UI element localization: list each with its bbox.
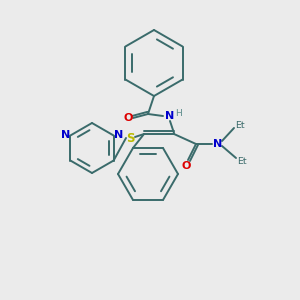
Text: O: O bbox=[123, 113, 133, 123]
Text: N: N bbox=[213, 139, 223, 149]
Text: N: N bbox=[165, 111, 175, 121]
Text: S: S bbox=[126, 131, 134, 145]
Text: N: N bbox=[61, 130, 70, 140]
Text: H: H bbox=[175, 109, 182, 118]
Text: Et: Et bbox=[235, 121, 245, 130]
Text: Et: Et bbox=[237, 157, 247, 166]
Text: N: N bbox=[114, 130, 123, 140]
Text: O: O bbox=[181, 161, 191, 171]
